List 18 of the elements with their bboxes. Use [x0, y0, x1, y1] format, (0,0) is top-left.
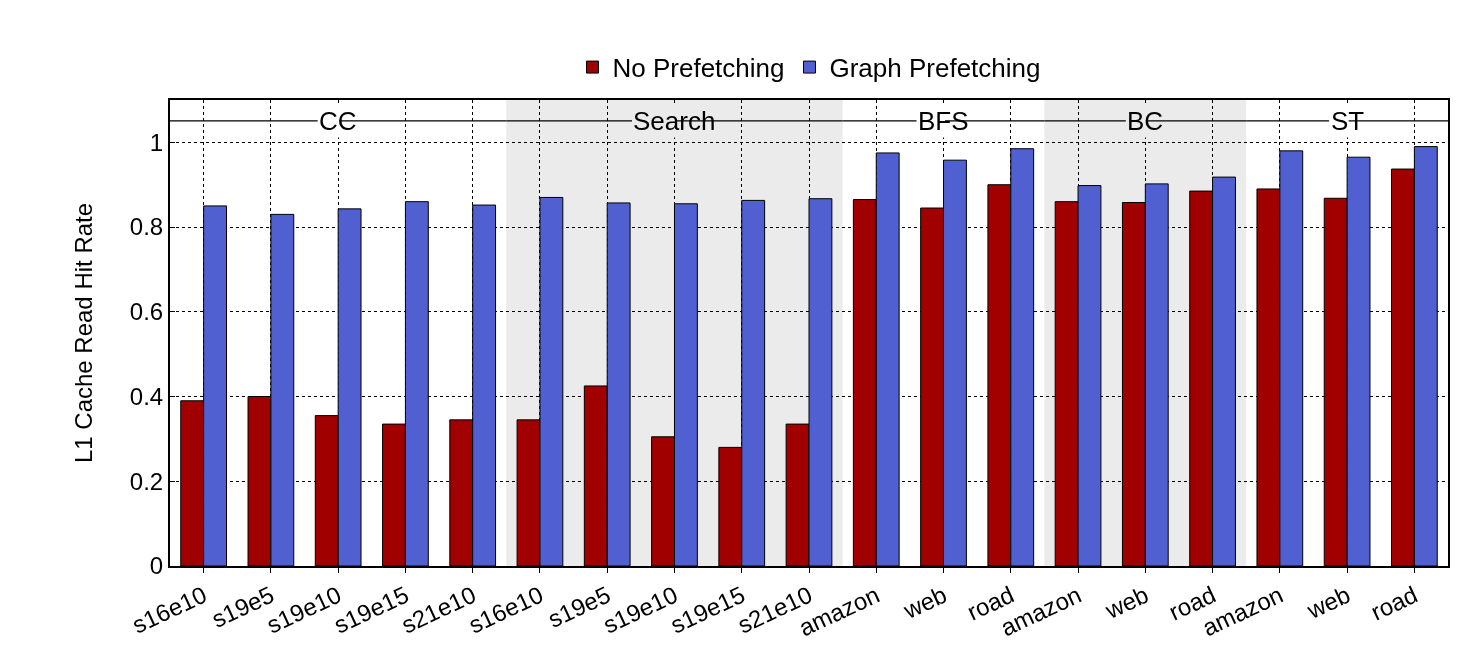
y-tick-label: 1 — [149, 128, 164, 156]
legend-label: No Prefetching — [612, 53, 785, 84]
x-tick-label: road — [1366, 580, 1422, 626]
x-tick-label: web — [1100, 580, 1153, 625]
y-tick-label: 0 — [149, 552, 164, 580]
y-tick-label: 0.6 — [129, 298, 164, 326]
annotation: Search — [633, 106, 716, 136]
x-tick-label: web — [1302, 580, 1355, 625]
y-axis-title: L1 Cache Read Hit Rate — [70, 202, 98, 464]
annotation: ST — [1331, 106, 1365, 136]
y-tick-label: 0.4 — [129, 382, 164, 410]
legend-label: Graph Prefetching — [829, 53, 1041, 84]
annotation: BFS — [918, 106, 969, 136]
annotation: BC — [1127, 106, 1164, 136]
x-tick-label: web — [898, 580, 951, 625]
y-tick-label: 0.2 — [129, 467, 164, 495]
y-tick-label: 0.8 — [129, 213, 164, 241]
annotation: CC — [319, 106, 357, 136]
